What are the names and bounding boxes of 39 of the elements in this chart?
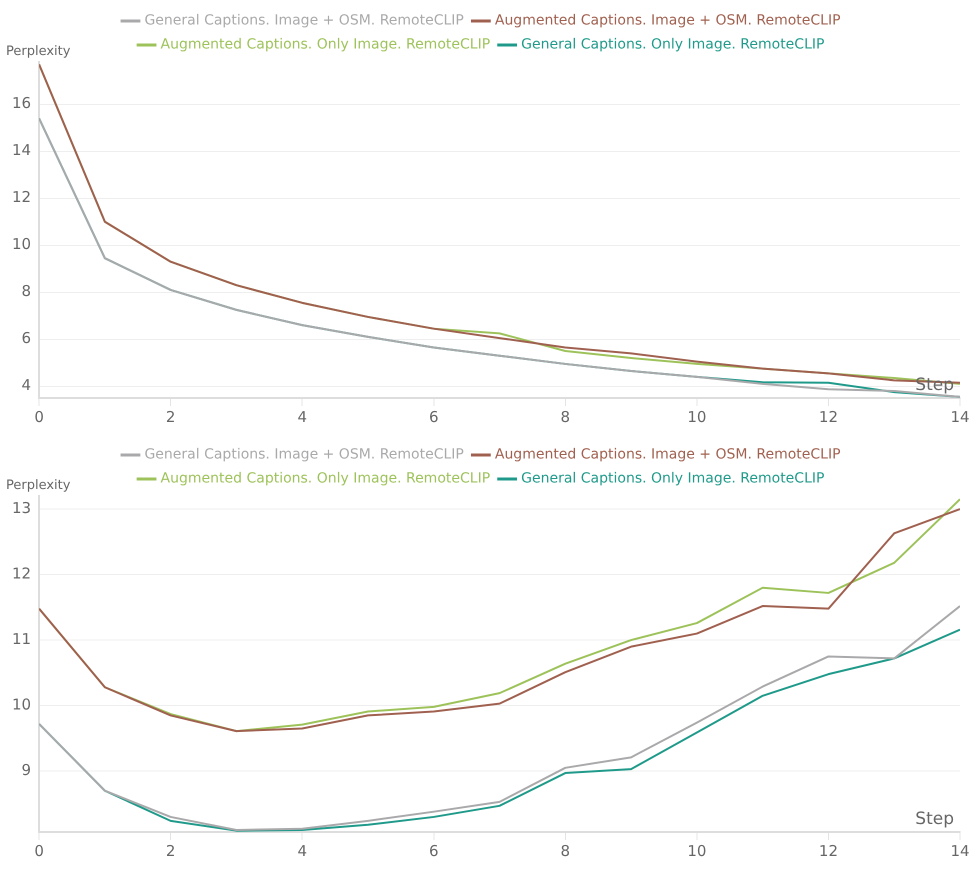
- x-tick-label: 12: [818, 842, 838, 860]
- x-tick-label: 0: [34, 408, 44, 426]
- y-tick-label: 13: [12, 498, 32, 517]
- y-tick-label: 8: [22, 282, 32, 300]
- x-tick-label: 8: [560, 408, 570, 426]
- y-tick-label: 10: [12, 695, 32, 714]
- x-tick-label: 4: [297, 842, 307, 860]
- legend-label: Augmented Captions. Image + OSM. RemoteCLIP: [494, 446, 841, 463]
- y-axis-title: Perplexity: [6, 478, 71, 493]
- x-tick-label: 8: [560, 842, 570, 860]
- legend-label: General Captions. Only Image. RemoteCLIP: [521, 36, 824, 53]
- y-tick-label: 4: [22, 376, 32, 394]
- x-tick-label: 6: [428, 842, 439, 860]
- y-tick-label: 12: [12, 564, 32, 582]
- y-tick-label: 14: [12, 141, 32, 160]
- x-tick-label: 12: [818, 408, 838, 426]
- y-tick-label: 9: [22, 760, 32, 779]
- y-tick-label: 16: [12, 94, 32, 112]
- x-tick-label: 10: [687, 842, 706, 860]
- x-tick-label: 4: [297, 408, 307, 426]
- y-axis-title: Perplexity: [6, 44, 71, 59]
- legend-label: General Captions. Image + OSM. RemoteCLIP: [144, 446, 464, 463]
- legend-label: Augmented Captions. Image + OSM. RemoteCLIP: [494, 12, 841, 29]
- legend-label: Augmented Captions. Only Image. RemoteCLIP: [160, 470, 490, 487]
- y-tick-label: 6: [22, 329, 32, 348]
- legend-label: Augmented Captions. Only Image. RemoteCLIP: [160, 36, 490, 53]
- y-tick-label: 12: [12, 188, 32, 206]
- x-axis-title: Step: [915, 808, 954, 829]
- x-tick-label: 10: [687, 408, 706, 426]
- y-tick-label: 10: [12, 235, 32, 254]
- x-tick-label: 14: [950, 408, 970, 426]
- x-tick-label: 0: [34, 842, 44, 860]
- legend-label: General Captions. Only Image. RemoteCLIP: [521, 470, 824, 487]
- x-tick-label: 2: [166, 842, 176, 860]
- x-tick-label: 14: [950, 842, 970, 860]
- legend-label: General Captions. Image + OSM. RemoteCLIP: [144, 12, 464, 29]
- x-tick-label: 6: [428, 408, 439, 426]
- x-tick-label: 2: [166, 408, 176, 426]
- y-tick-label: 11: [12, 630, 32, 648]
